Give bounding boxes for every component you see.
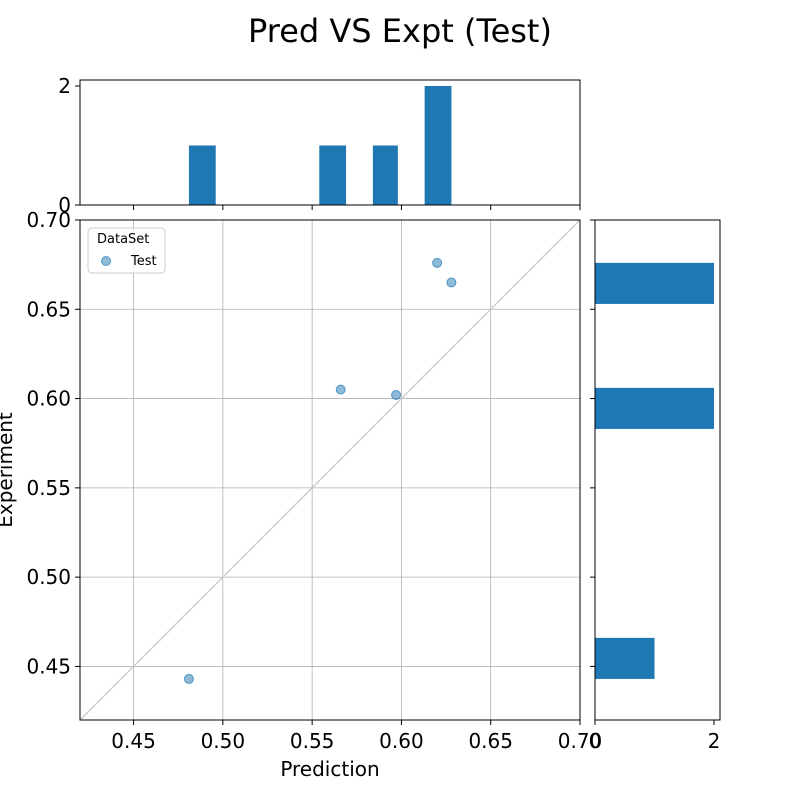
legend: DataSet Test (87, 227, 166, 274)
y-tick-label: 0.45 (26, 654, 71, 678)
top-histogram-frame (79, 79, 581, 206)
scatter-point (446, 277, 457, 288)
y-tick-label: 0.65 (26, 297, 71, 321)
right-histogram-bars (595, 262, 714, 679)
top-histogram-ticks: 02 (58, 74, 581, 217)
top-histogram-panel: 02 (58, 74, 581, 217)
x-tick-label: 0.60 (379, 729, 424, 753)
y-axis-ticks: 0.45 0.50 0.55 0.60 0.65 0.70 (26, 208, 80, 678)
x-tick-label: 0.45 (111, 729, 156, 753)
scatter-frame (79, 219, 581, 721)
x-tick-label: 0.70 (558, 729, 603, 753)
x-axis-title: Prediction (280, 757, 379, 781)
chart-title: Pred VS Expt (Test) (248, 12, 552, 50)
identity-line (79, 219, 581, 721)
right-histogram-bar (595, 262, 714, 304)
top-histogram-tick-label: 2 (58, 74, 71, 98)
legend-title: DataSet (97, 232, 149, 247)
x-tick-label: 0.50 (201, 729, 246, 753)
right-histogram-frame (594, 219, 721, 721)
scatter-point (432, 257, 443, 268)
top-histogram-bar (424, 86, 452, 205)
top-histogram-bar (188, 145, 216, 205)
x-tick-label: 0.55 (290, 729, 335, 753)
scatter-point (335, 384, 346, 395)
right-histogram-bar (595, 637, 655, 679)
x-axis-ticks: 0.45 0.50 0.55 0.60 0.65 0.70 (111, 720, 602, 753)
top-histogram-bars (188, 86, 452, 205)
y-tick-label: 0.50 (26, 565, 71, 589)
scatter-points (183, 257, 457, 684)
right-histogram-tick-label: 0 (589, 729, 602, 753)
y-tick-label: 0.60 (26, 387, 71, 411)
x-tick-label: 0.65 (468, 729, 513, 753)
scatter-point (391, 390, 402, 400)
right-histogram-tick-label: 2 (708, 729, 721, 753)
legend-entry-test: Test (130, 254, 157, 269)
legend-marker-test (101, 256, 111, 266)
y-tick-label: 0.55 (26, 476, 71, 500)
right-histogram-bar (595, 387, 714, 429)
y-axis-title: Experiment (0, 412, 17, 528)
top-histogram-bar (319, 145, 347, 205)
scatter-point (183, 673, 194, 684)
top-histogram-tick-label: 0 (58, 193, 71, 217)
top-histogram-bar (372, 145, 398, 205)
scatter-panel: 0.45 0.50 0.55 0.60 0.65 0.70 0.45 0.50 0.55 0.6… (26, 208, 602, 753)
y-tick-label: 0.70 (26, 208, 71, 232)
